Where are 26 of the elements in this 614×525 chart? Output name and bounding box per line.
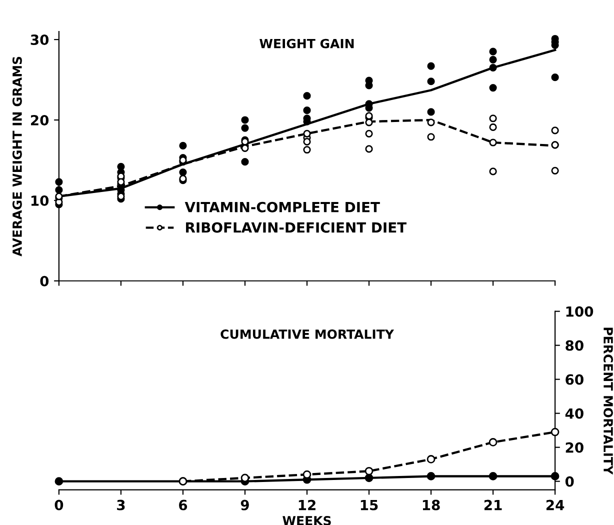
x-tick-label: 3 [117,500,125,510]
x-tick-label: 6 [179,500,188,510]
y2-tick-label: 60 [566,374,584,385]
y-tick-label: 10 [31,195,49,206]
y2-tick-label: 100 [566,306,594,317]
y-tick-label: 30 [30,34,49,46]
y2-tick-label: 40 [565,408,584,419]
chart-title: WEIGHT GAIN [260,38,354,48]
y2-tick-label: 80 [566,340,584,351]
x-tick-label: 21 [484,500,502,510]
x-tick-label: 0 [54,500,64,510]
x-tick-label: 18 [422,500,440,510]
x-tick-label: 24 [546,500,564,510]
y2-tick-label: 0 [565,476,574,487]
x-tick-label: 15 [360,500,378,510]
x-axis-title: WEEKS [282,516,331,525]
legend-label: VITAMIN-COMPLETE DIET [184,202,380,212]
legend-label: RIBOFLAVIN-DEFICIENT DIET [186,222,406,233]
x-tick-label: 9 [240,500,249,510]
y2-axis-title: PERCENT MORTALITY [604,328,613,475]
y2-tick-label: 20 [566,442,584,453]
text: CUMULATIVE MORTALITY [220,329,394,339]
x-tick-label: 12 [298,500,316,510]
y-axis-title: AVERAGE WEIGHT IN GRAMS [12,56,22,256]
y-tick-label: 20 [30,114,49,126]
y-tick-label: 0 [40,276,49,286]
